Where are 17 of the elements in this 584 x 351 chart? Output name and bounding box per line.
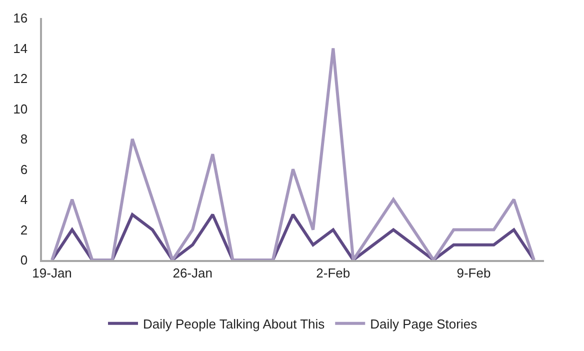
y-tick-label: 14 [13, 40, 28, 56]
y-tick-label: 12 [13, 71, 28, 86]
x-tick-label: 19-Jan [32, 265, 72, 280]
y-tick-label: 6 [20, 162, 28, 177]
y-tick-label: 4 [20, 192, 28, 208]
y-tick-label: 8 [20, 132, 28, 147]
line-series [50, 46, 536, 260]
legend-label: Daily Page Stories [370, 316, 478, 332]
x-tick-label: 26-Jan [172, 265, 212, 280]
y-tick-label: 16 [13, 10, 28, 26]
legend-label: Daily People Talking About This [143, 316, 326, 332]
y-tick-label: 2 [20, 222, 28, 238]
line-series [50, 213, 536, 260]
y-tick-label: 10 [13, 101, 28, 116]
x-tick-label: 2-Feb [316, 265, 350, 280]
x-tick-label: 9-Feb [456, 265, 491, 280]
y-tick-label: 0 [20, 252, 28, 268]
